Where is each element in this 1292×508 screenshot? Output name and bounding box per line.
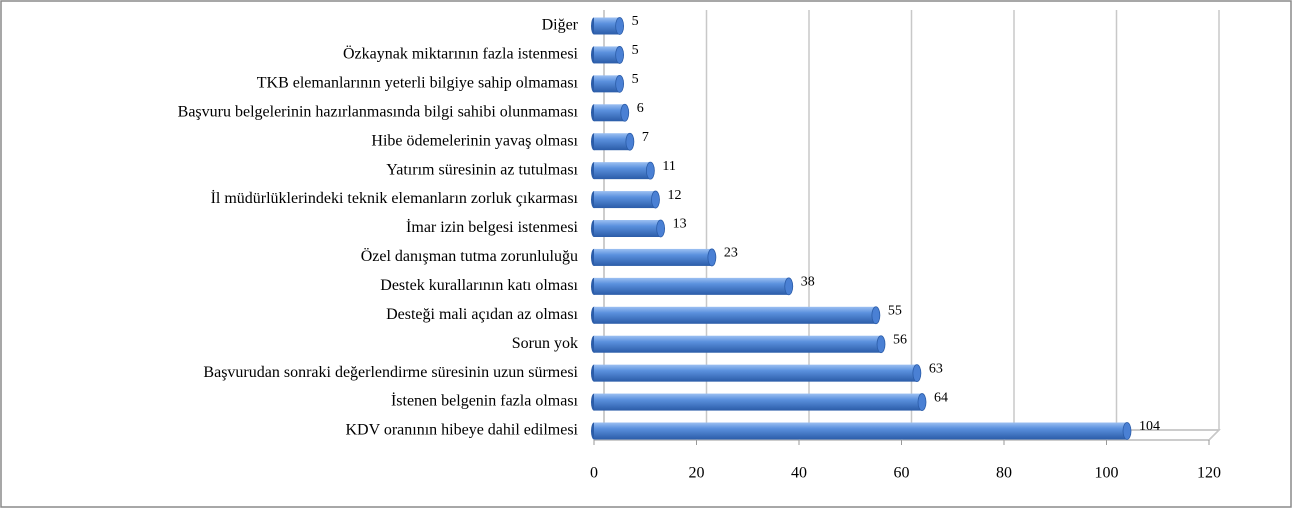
value-label: 55 bbox=[888, 304, 902, 319]
category-label: Özkaynak miktarının fazla istenmesi bbox=[343, 45, 579, 63]
bar-cap bbox=[625, 132, 635, 151]
category-label: Özel danışman tutma zorunluluğu bbox=[361, 247, 578, 265]
bar-cap bbox=[784, 277, 794, 296]
value-label: 64 bbox=[934, 390, 948, 405]
bar bbox=[591, 393, 927, 411]
bar bbox=[591, 335, 886, 354]
bar-cap bbox=[912, 364, 922, 383]
bar-cap bbox=[620, 103, 630, 122]
bar bbox=[591, 248, 717, 267]
bar bbox=[591, 422, 1132, 440]
bar-cap bbox=[707, 248, 717, 267]
category-label: Sorun yok bbox=[512, 335, 578, 352]
bar-body bbox=[594, 393, 922, 411]
bar-body bbox=[594, 104, 625, 122]
value-label: 11 bbox=[662, 159, 675, 174]
bar-cap bbox=[651, 190, 660, 209]
category-label: İstenen belgenin fazla olması bbox=[391, 392, 579, 410]
bar-body bbox=[594, 75, 620, 93]
bar bbox=[591, 132, 635, 151]
bar-cap bbox=[615, 17, 625, 35]
x-tick-label: 80 bbox=[996, 465, 1012, 482]
bar-body bbox=[594, 248, 712, 266]
bar bbox=[591, 17, 625, 35]
x-tick-label: 100 bbox=[1095, 465, 1119, 482]
value-label: 12 bbox=[668, 188, 682, 203]
value-label: 5 bbox=[632, 72, 639, 87]
bar bbox=[591, 364, 922, 383]
bar bbox=[591, 74, 625, 93]
value-label: 63 bbox=[929, 361, 943, 376]
category-label: Desteği mali açıdan az olması bbox=[386, 306, 578, 323]
bar-body bbox=[594, 46, 620, 64]
bar-body bbox=[594, 17, 620, 35]
bar-body bbox=[594, 364, 917, 382]
value-label: 23 bbox=[724, 246, 738, 261]
value-label: 7 bbox=[642, 130, 649, 145]
bar-cap bbox=[917, 393, 927, 411]
category-label: Başvurudan sonraki değerlendirme süresin… bbox=[203, 364, 578, 381]
bar-cap bbox=[876, 335, 886, 354]
grid-line bbox=[1208, 10, 1220, 441]
category-label: Yatırım süresinin az tutulması bbox=[386, 161, 578, 178]
bar-body bbox=[594, 335, 881, 353]
bar bbox=[591, 103, 630, 122]
value-label: 6 bbox=[637, 101, 644, 116]
bar bbox=[591, 219, 666, 238]
bar-body bbox=[594, 191, 656, 209]
bar bbox=[591, 190, 660, 209]
bar-cap bbox=[871, 306, 881, 325]
bar bbox=[591, 277, 794, 296]
bar-body bbox=[594, 220, 661, 237]
bar bbox=[591, 46, 625, 64]
x-tick-label: 60 bbox=[894, 465, 910, 482]
bar-body bbox=[594, 162, 651, 180]
bar-cap bbox=[615, 46, 625, 64]
bar-cap bbox=[656, 219, 666, 238]
category-label: İl müdürlüklerindeki teknik elemanların … bbox=[211, 189, 579, 207]
category-label: TKB elemanlarının yeterli bilgiye sahip … bbox=[257, 75, 579, 92]
bar-body bbox=[594, 133, 630, 151]
value-label: 13 bbox=[673, 217, 687, 232]
value-label: 5 bbox=[632, 14, 639, 29]
category-label: Destek kurallarının katı olması bbox=[380, 277, 578, 294]
value-label: 5 bbox=[632, 43, 639, 58]
x-tick-label: 0 bbox=[590, 465, 598, 482]
bar bbox=[591, 306, 881, 325]
value-label: 56 bbox=[893, 332, 907, 347]
x-tick-label: 20 bbox=[689, 465, 705, 482]
category-label: Hibe ödemelerinin yavaş olması bbox=[371, 132, 578, 149]
bar-cap bbox=[1122, 422, 1132, 440]
bar-cap bbox=[615, 74, 625, 93]
value-label: 104 bbox=[1139, 419, 1160, 434]
bar-body bbox=[594, 277, 789, 295]
x-tick-label: 120 bbox=[1197, 465, 1221, 482]
bar-cap bbox=[645, 161, 655, 180]
x-tick-label: 40 bbox=[791, 465, 807, 482]
value-label: 38 bbox=[801, 275, 815, 290]
bar bbox=[591, 161, 655, 180]
category-label: Başvuru belgelerinin hazırlanmasında bil… bbox=[178, 103, 579, 120]
bar-body bbox=[594, 422, 1127, 440]
category-label: İmar izin belgesi istenmesi bbox=[406, 218, 579, 236]
bar-body bbox=[594, 306, 876, 324]
category-label: KDV oranının hibeye dahil edilmesi bbox=[345, 422, 578, 439]
category-label: Diğer bbox=[542, 17, 579, 34]
